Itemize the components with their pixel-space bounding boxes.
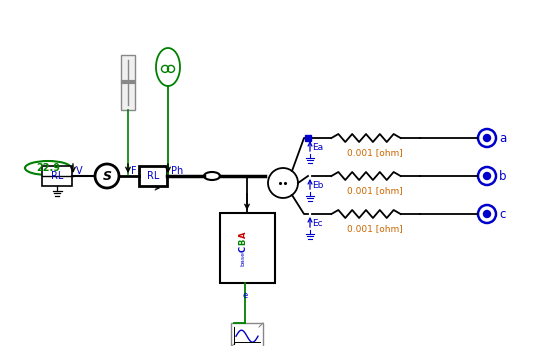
Text: Ea: Ea	[312, 144, 323, 153]
Text: base: base	[241, 251, 246, 266]
Text: c: c	[499, 208, 506, 220]
Text: Ec: Ec	[312, 219, 323, 228]
FancyBboxPatch shape	[121, 55, 135, 110]
Text: Ph: Ph	[171, 166, 184, 176]
Text: 0.001 [ohm]: 0.001 [ohm]	[347, 224, 403, 233]
Text: e: e	[242, 291, 248, 300]
Text: a: a	[499, 131, 506, 145]
Text: 0.001 [ohm]: 0.001 [ohm]	[347, 148, 403, 157]
Circle shape	[484, 173, 491, 180]
Text: F: F	[131, 166, 136, 176]
FancyBboxPatch shape	[42, 166, 72, 186]
Text: RL: RL	[51, 171, 63, 181]
Text: A: A	[239, 231, 248, 238]
FancyBboxPatch shape	[220, 213, 275, 283]
Text: 22.9: 22.9	[36, 163, 60, 173]
Text: RL: RL	[147, 171, 159, 181]
Text: C: C	[239, 245, 248, 252]
Text: V: V	[76, 166, 82, 176]
Circle shape	[484, 135, 491, 142]
Text: B: B	[239, 238, 248, 245]
Text: S: S	[103, 170, 111, 182]
Circle shape	[484, 210, 491, 218]
FancyBboxPatch shape	[231, 323, 263, 346]
FancyBboxPatch shape	[139, 166, 167, 186]
Text: b: b	[499, 170, 507, 182]
Text: Eb: Eb	[312, 182, 323, 191]
Text: 0.001 [ohm]: 0.001 [ohm]	[347, 186, 403, 195]
